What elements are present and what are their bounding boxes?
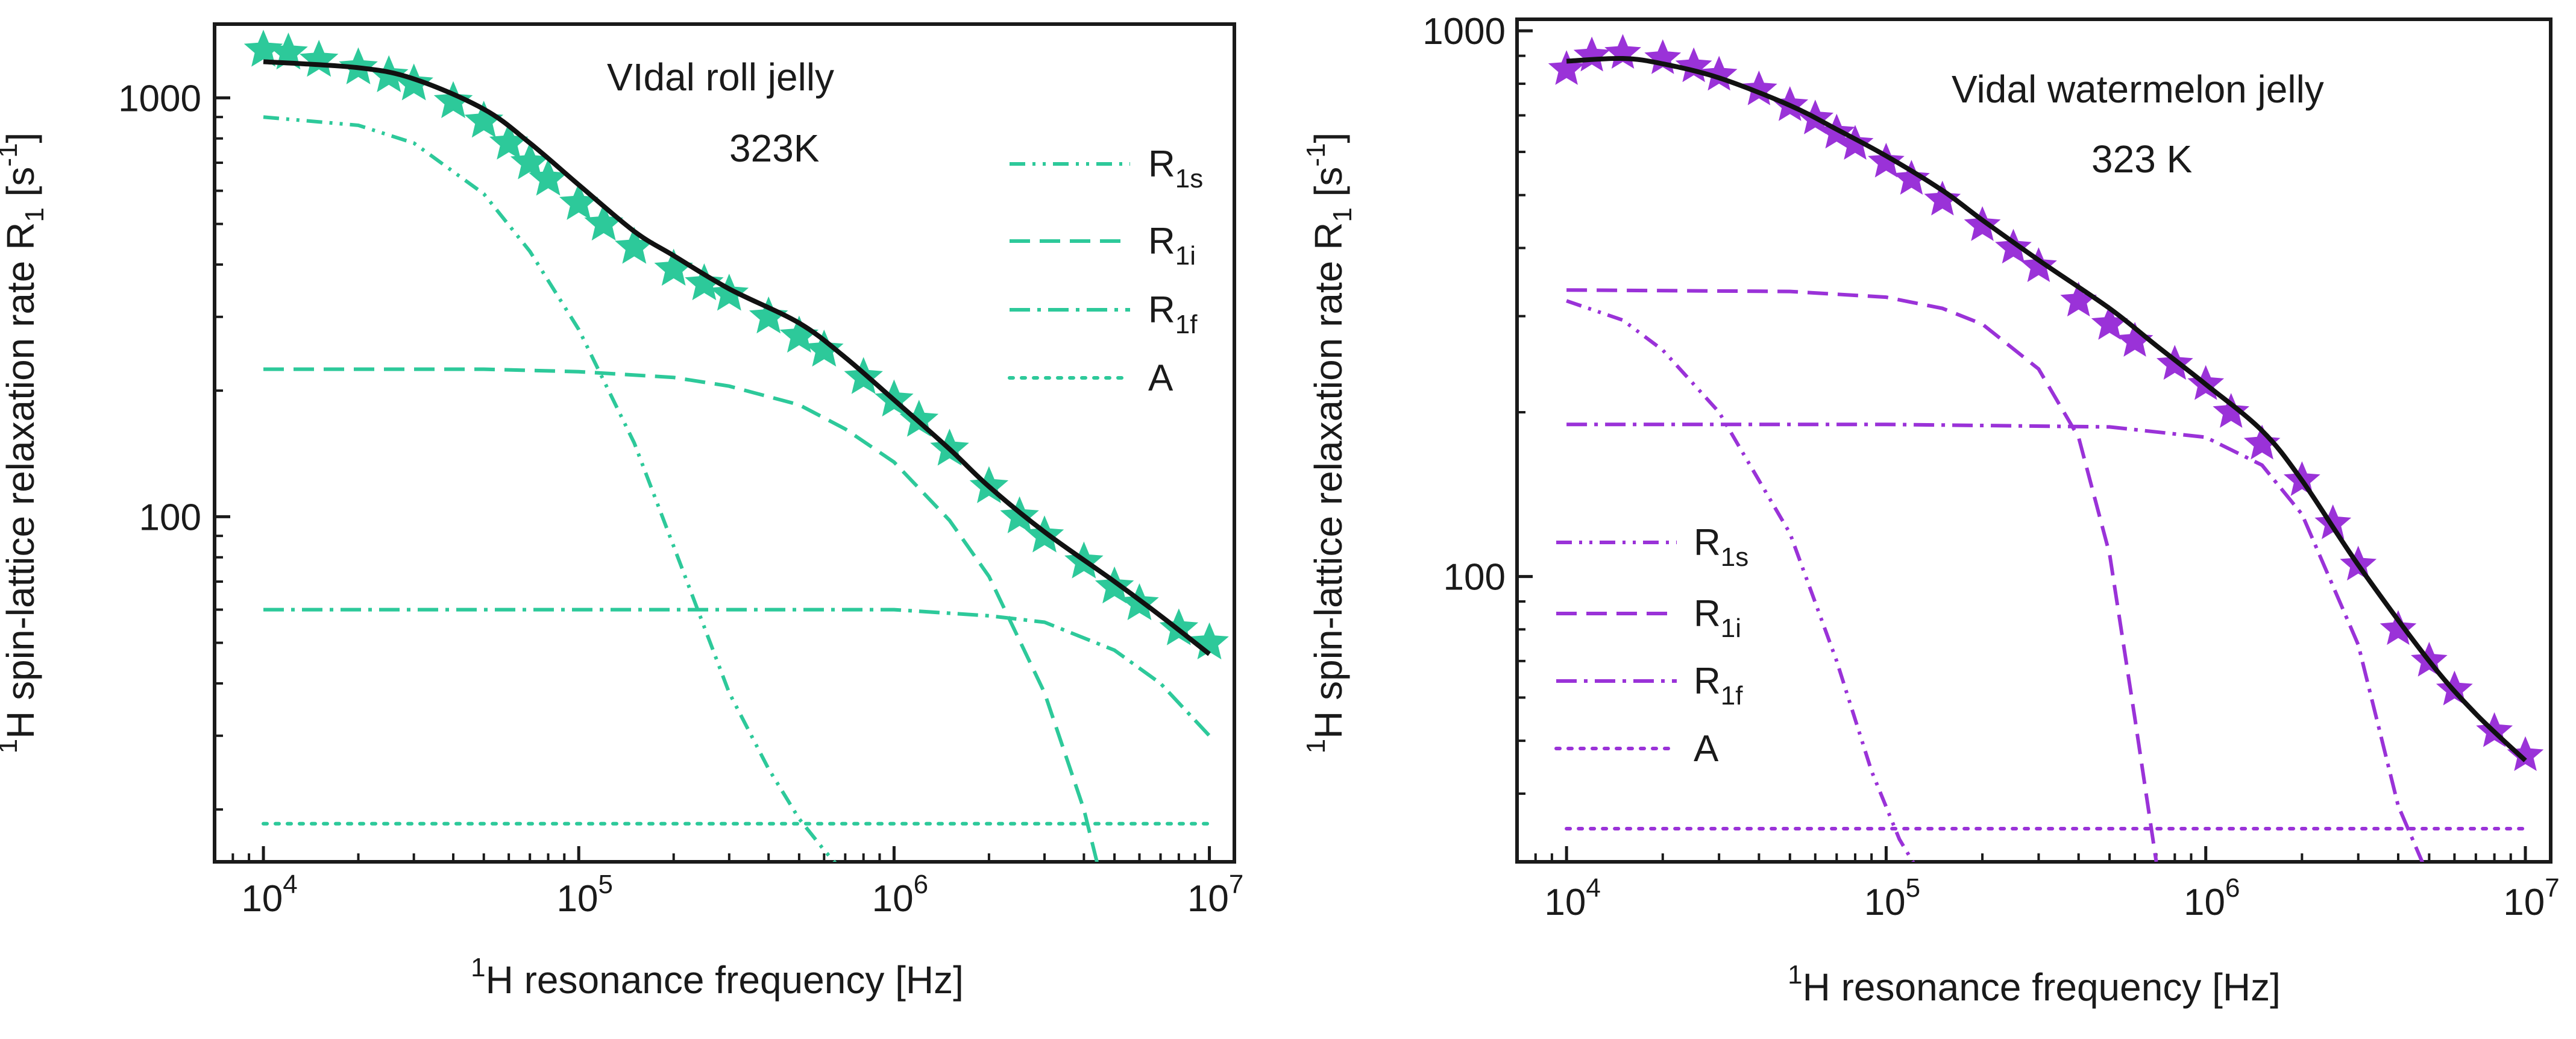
legend-label-r1i-right: R1i: [1694, 593, 1741, 643]
y-tick-label-left-1: 1000: [118, 78, 201, 119]
data-point-star-right: [1995, 228, 2032, 264]
x-tick-label-left-0: 104: [241, 870, 297, 920]
fit-line-right: [1566, 55, 2527, 762]
y-tick-label-right-1: 1000: [1422, 11, 1506, 52]
x-tick-labels-left: 104 105 106 107: [241, 870, 1243, 920]
y-tick-label-right-0: 100: [1444, 557, 1506, 598]
data-point-star-left: [709, 274, 749, 311]
data-point-star-left: [1095, 566, 1134, 604]
plot-frame-right: [1515, 17, 2552, 864]
data-point-star-right: [1836, 125, 1874, 160]
data-point-star-right: [1868, 142, 1905, 178]
legend-label-r1s-left: R1s: [1148, 143, 1203, 193]
data-point-star-right: [1604, 34, 1641, 69]
data-point-star-left: [489, 122, 529, 160]
fit-line-left: [263, 59, 1211, 656]
y-axis-label-right: 1H spin-lattice relaxation rate R1 [s-1]: [1301, 133, 1357, 754]
plot-frame-left: [213, 22, 1236, 864]
x-tick-label-right-2: 106: [2184, 873, 2240, 923]
data-point-star-right: [2507, 736, 2544, 771]
x-tick-label-left-2: 106: [872, 870, 928, 920]
component-r1i-line-right: [1566, 288, 2158, 862]
x-tick-label-right-1: 105: [1864, 873, 1920, 923]
chart-left: VIdal roll jelly 323K R1s R1i R1f A 104 …: [0, 22, 1243, 1002]
annotation-title-left: VIdal roll jelly: [607, 55, 834, 99]
y-axis-label-left: 1H spin-lattice relaxation rate R1 [s-1]: [0, 133, 49, 754]
chart-right: Vidal watermelon jelly 323 K R1s R1i R1f…: [1301, 11, 2560, 1009]
data-point-star-left: [433, 81, 473, 118]
data-point-star-right: [1924, 180, 1961, 216]
data-point-star-left: [749, 296, 788, 334]
data-point-star-left: [394, 63, 433, 101]
x-tick-label-left-3: 107: [1187, 870, 1243, 920]
data-point-star-left: [243, 30, 283, 67]
data-point-star-left: [529, 159, 568, 196]
y-tick-labels-right: 100 1000: [1422, 11, 1506, 598]
y-tick-labels-left: 100 1000: [118, 78, 201, 538]
legend-label-r1i-left: R1i: [1148, 221, 1196, 271]
y-tick-label-left-0: 100: [139, 497, 201, 538]
x-tick-labels-right: 104 105 106 107: [1544, 873, 2559, 923]
data-point-star-left: [584, 203, 623, 241]
data-point-star-right: [2091, 304, 2128, 340]
data-point-star-right: [2213, 393, 2250, 428]
component-r1f-line-left: [263, 607, 1211, 737]
component-r1f-line-right: [1566, 422, 2425, 862]
x-axis-label-left: 1H resonance frequency [Hz]: [471, 953, 964, 1002]
legend-label-a-left: A: [1148, 357, 1173, 399]
y-grid-ticks-right: [1517, 29, 2527, 862]
x-tick-label-right-3: 107: [2503, 873, 2559, 923]
annotation-temp-right: 323 K: [2091, 137, 2192, 181]
data-point-star-right: [1964, 206, 2001, 241]
component-r1s-line-left: [263, 115, 837, 862]
x-tick-label-left-1: 105: [556, 870, 612, 920]
series-right: [1548, 34, 2544, 862]
data-point-star-right: [2380, 610, 2417, 645]
data-point-star-right: [2020, 247, 2057, 282]
x-tick-label-right-0: 104: [1544, 873, 1600, 923]
legend-label-r1f-right: R1f: [1694, 661, 1743, 711]
legend-label-r1f-left: R1f: [1148, 289, 1198, 339]
component-r1s-line-right: [1566, 299, 1915, 862]
data-point-star-right: [2243, 424, 2281, 460]
data-point-star-left: [559, 183, 598, 220]
component-r1i-line-left: [263, 367, 1099, 862]
legend-label-r1s-right: R1s: [1694, 522, 1748, 572]
legend-left: R1s R1i R1f A: [1008, 143, 1203, 399]
annotation-temp-left: 323K: [729, 127, 819, 170]
legend-right: R1s R1i R1f A: [1554, 522, 1748, 770]
data-point-star-right: [1893, 160, 1930, 195]
data-point-star-right: [1548, 50, 1585, 85]
y-grid-ticks-left: [215, 96, 1211, 862]
x-axis-label-right: 1H resonance frequency [Hz]: [1788, 960, 2281, 1009]
legend-label-a-right: A: [1694, 728, 1719, 770]
annotation-title-right: Vidal watermelon jelly: [1952, 67, 2324, 111]
series-left: [243, 30, 1229, 862]
data-point-star-left: [805, 329, 844, 367]
